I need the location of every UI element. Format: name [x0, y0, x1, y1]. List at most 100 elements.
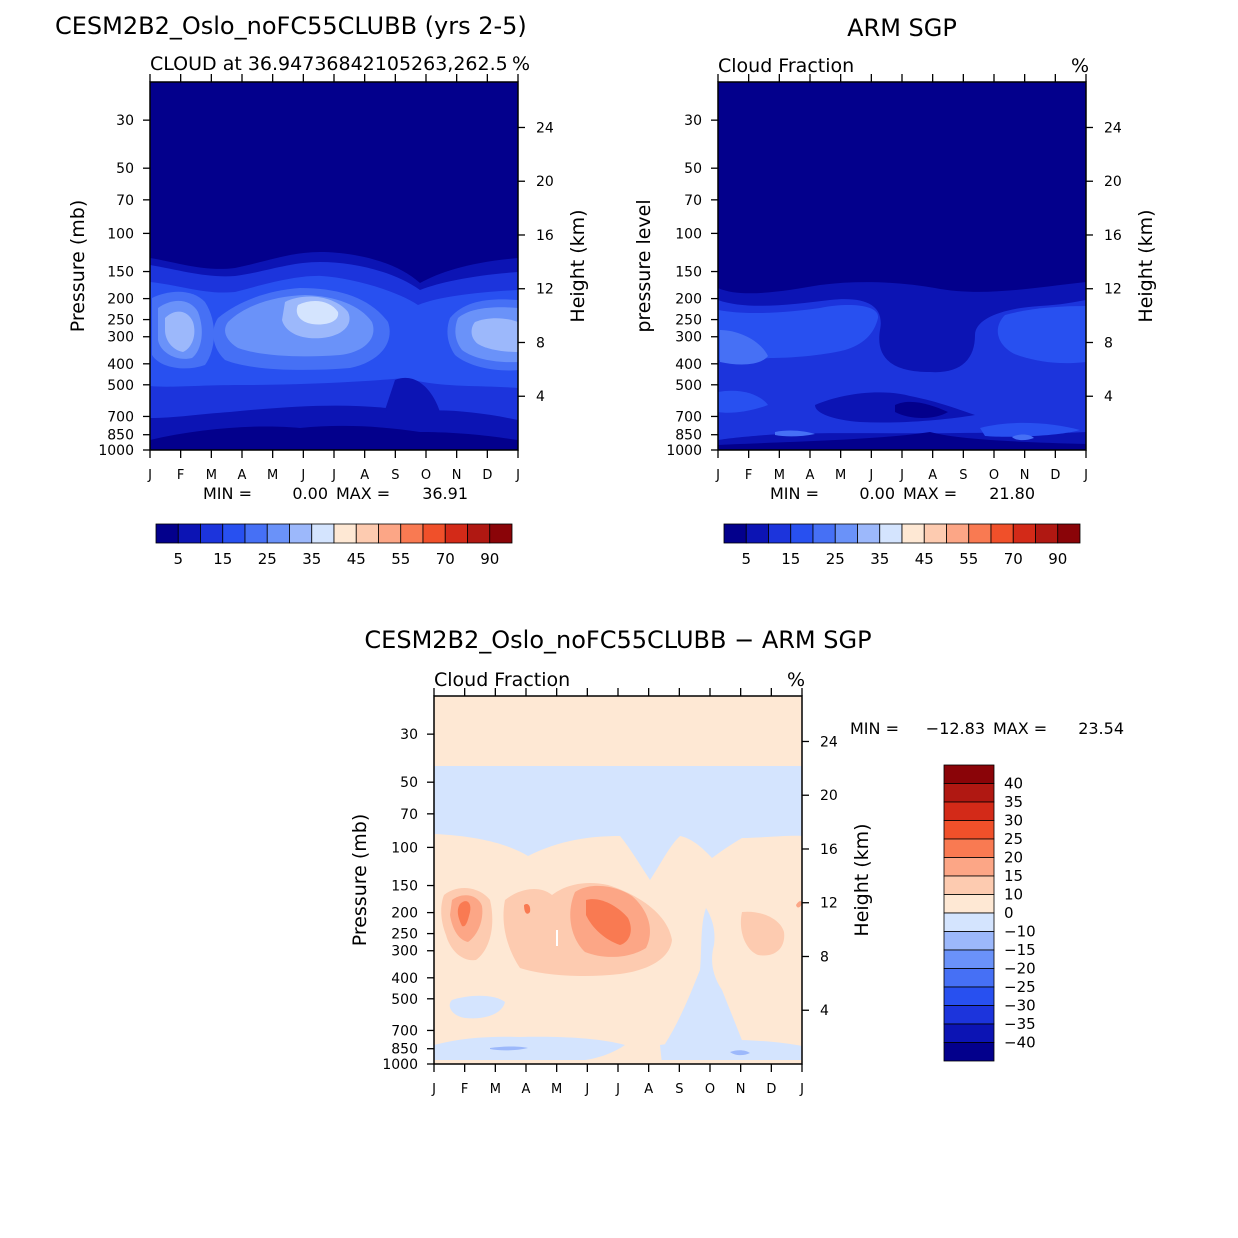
diff-colorbar-label: −40 — [1004, 1034, 1036, 1052]
obs-colorbar-label: 45 — [915, 550, 934, 568]
obs-colorbar-cell — [768, 523, 792, 544]
diff-ytick-label: 1000 — [382, 1057, 418, 1073]
obs-colorbar-label: 25 — [826, 550, 845, 568]
diff-subtitle: Cloud Fraction — [434, 669, 570, 691]
model-xtick-label: O — [421, 468, 431, 483]
obs-xtick-label: M — [774, 468, 785, 483]
diff-ytick-label: 150 — [391, 879, 418, 895]
model-ylabel: Pressure (mb) — [67, 200, 89, 333]
diff-colorbar-label: 10 — [1004, 886, 1023, 904]
model-colorbar-cell — [200, 523, 224, 544]
model-xtick-label: D — [482, 468, 492, 483]
model-xtick-label: N — [452, 468, 462, 483]
diff-xtick-label: A — [522, 1082, 531, 1097]
model-contour-field — [150, 82, 518, 450]
obs-xtick-label: M — [835, 468, 846, 483]
diff-colorbar-label: 40 — [1004, 775, 1023, 793]
obs-colorbar-cell — [723, 523, 747, 544]
diff-xtick-label: J — [615, 1082, 620, 1097]
model-colorbar-cell — [400, 523, 424, 544]
obs-colorbar-cell — [790, 523, 814, 544]
diff-xtick-label: N — [736, 1082, 746, 1097]
obs-colorbar-label: 70 — [1004, 550, 1023, 568]
diff-xtick-label: J — [584, 1082, 589, 1097]
model-colorbar-cell — [378, 523, 402, 544]
model-ytick-label: 1000 — [98, 443, 134, 459]
obs-max-value: 21.80 — [989, 484, 1035, 503]
model-colorbar-cell — [222, 523, 246, 544]
diff-ytick-label: 700 — [391, 1023, 418, 1039]
obs-ytick-label: 200 — [675, 292, 702, 308]
obs-ytick-label: 400 — [675, 357, 702, 373]
obs-xtick-label: F — [745, 468, 752, 483]
diff-colorbar-cell — [943, 820, 995, 840]
model-ytick-label: 30 — [116, 113, 134, 129]
model-colorbar-cell — [489, 523, 513, 544]
diff-colorbar-label: −10 — [1004, 923, 1036, 941]
diff-max-value: 23.54 — [1078, 719, 1124, 738]
diff-ytick-label: 100 — [391, 840, 418, 856]
obs-ylabel: pressure level — [633, 199, 655, 332]
model-xtick-label: J — [515, 468, 520, 483]
diff-colorbar-label: −35 — [1004, 1015, 1036, 1033]
obs-ytick-label: 700 — [675, 409, 702, 425]
diff-colorbar-cell — [943, 801, 995, 821]
model-colorbar-cell — [333, 523, 357, 544]
obs-colorbar-cell — [857, 523, 881, 544]
diff-ytick-label: 30 — [400, 727, 418, 743]
obs-colorbar: 5 15 25 35 45 55 70 90 — [723, 523, 1081, 568]
obs-colorbar-cell — [968, 523, 992, 544]
model-ytick-label: 300 — [107, 330, 134, 346]
obs-htick-label: 4 — [1104, 389, 1113, 405]
model-colorbar: 5 15 25 35 45 55 70 90 — [155, 523, 513, 568]
model-ytick-label: 700 — [107, 409, 134, 425]
diff-ytick-label: 400 — [391, 971, 418, 987]
diff-colorbar-cell — [943, 783, 995, 803]
panel-model: CESM2B2_Oslo_noFC55CLUBB (yrs 2-5) CLOUD… — [55, 12, 589, 568]
diff-ytick-label: 250 — [391, 927, 418, 943]
obs-xtick-label: N — [1020, 468, 1030, 483]
diff-colorbar-cell — [943, 949, 995, 969]
diff-colorbar-label: 35 — [1004, 793, 1023, 811]
diff-xtick-label: M — [490, 1082, 501, 1097]
diff-min-label: MIN = — [850, 719, 899, 738]
obs-xtick-label: A — [806, 468, 815, 483]
obs-ytick-label: 100 — [675, 226, 702, 242]
diff-ytick-label: 50 — [400, 775, 418, 791]
diff-colorbar-label: −15 — [1004, 941, 1036, 959]
model-htick-label: 24 — [536, 120, 554, 136]
obs-colorbar-label: 5 — [741, 550, 751, 568]
obs-min-value: 0.00 — [859, 484, 895, 503]
diff-colorbar-cell — [943, 894, 995, 914]
diff-colorbar-cell — [943, 968, 995, 988]
diff-ytick-label: 70 — [400, 807, 418, 823]
diff-xtick-label: F — [461, 1082, 468, 1097]
obs-xtick-label: O — [989, 468, 999, 483]
obs-colorbar-cell — [1057, 523, 1081, 544]
model-units: % — [512, 53, 530, 75]
diff-min-value: −12.83 — [926, 719, 985, 738]
diff-xtick-label: J — [799, 1082, 804, 1097]
obs-ytick-label: 1000 — [666, 443, 702, 459]
model-colorbar-label: 35 — [302, 550, 321, 568]
obs-ytick-label: 250 — [675, 313, 702, 329]
obs-colorbar-cell — [990, 523, 1014, 544]
model-xtick-label: A — [360, 468, 369, 483]
model-ytick-label: 500 — [107, 378, 134, 394]
obs-colorbar-label: 90 — [1048, 550, 1067, 568]
diff-title: CESM2B2_Oslo_noFC55CLUBB − ARM SGP — [364, 626, 871, 654]
obs-xtick-label: J — [899, 468, 904, 483]
diff-colorbar-label: 25 — [1004, 830, 1023, 848]
diff-contour-field — [434, 696, 802, 1064]
model-ytick-label: 150 — [107, 265, 134, 281]
model-max-value: 36.91 — [422, 484, 468, 503]
model-ytick-label: 50 — [116, 161, 134, 177]
diff-xtick-label: S — [675, 1082, 683, 1097]
model-xtick-label: J — [147, 468, 152, 483]
obs-colorbar-label: 15 — [781, 550, 800, 568]
obs-ytick-label: 500 — [675, 378, 702, 394]
obs-htick-label: 24 — [1104, 120, 1122, 136]
obs-ytick-label: 150 — [675, 265, 702, 281]
